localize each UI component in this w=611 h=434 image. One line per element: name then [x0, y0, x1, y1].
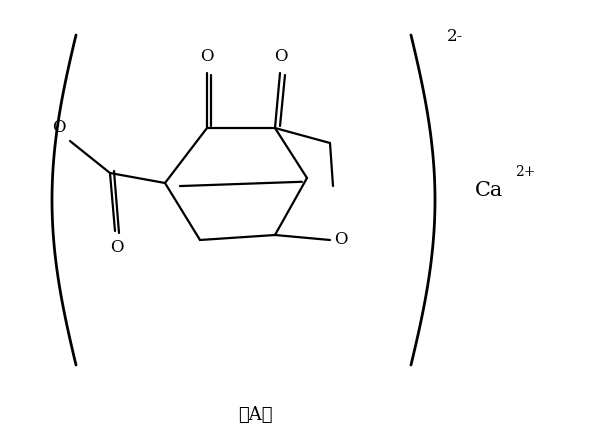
Text: 2+: 2+ [515, 165, 535, 179]
Text: Ca: Ca [475, 181, 503, 200]
Text: 2-: 2- [447, 28, 463, 45]
Text: （A）: （A） [238, 406, 273, 424]
Text: O: O [200, 48, 214, 65]
Text: O: O [274, 48, 288, 65]
Text: O: O [53, 119, 66, 136]
Text: O: O [110, 239, 124, 256]
Text: O: O [334, 231, 348, 249]
